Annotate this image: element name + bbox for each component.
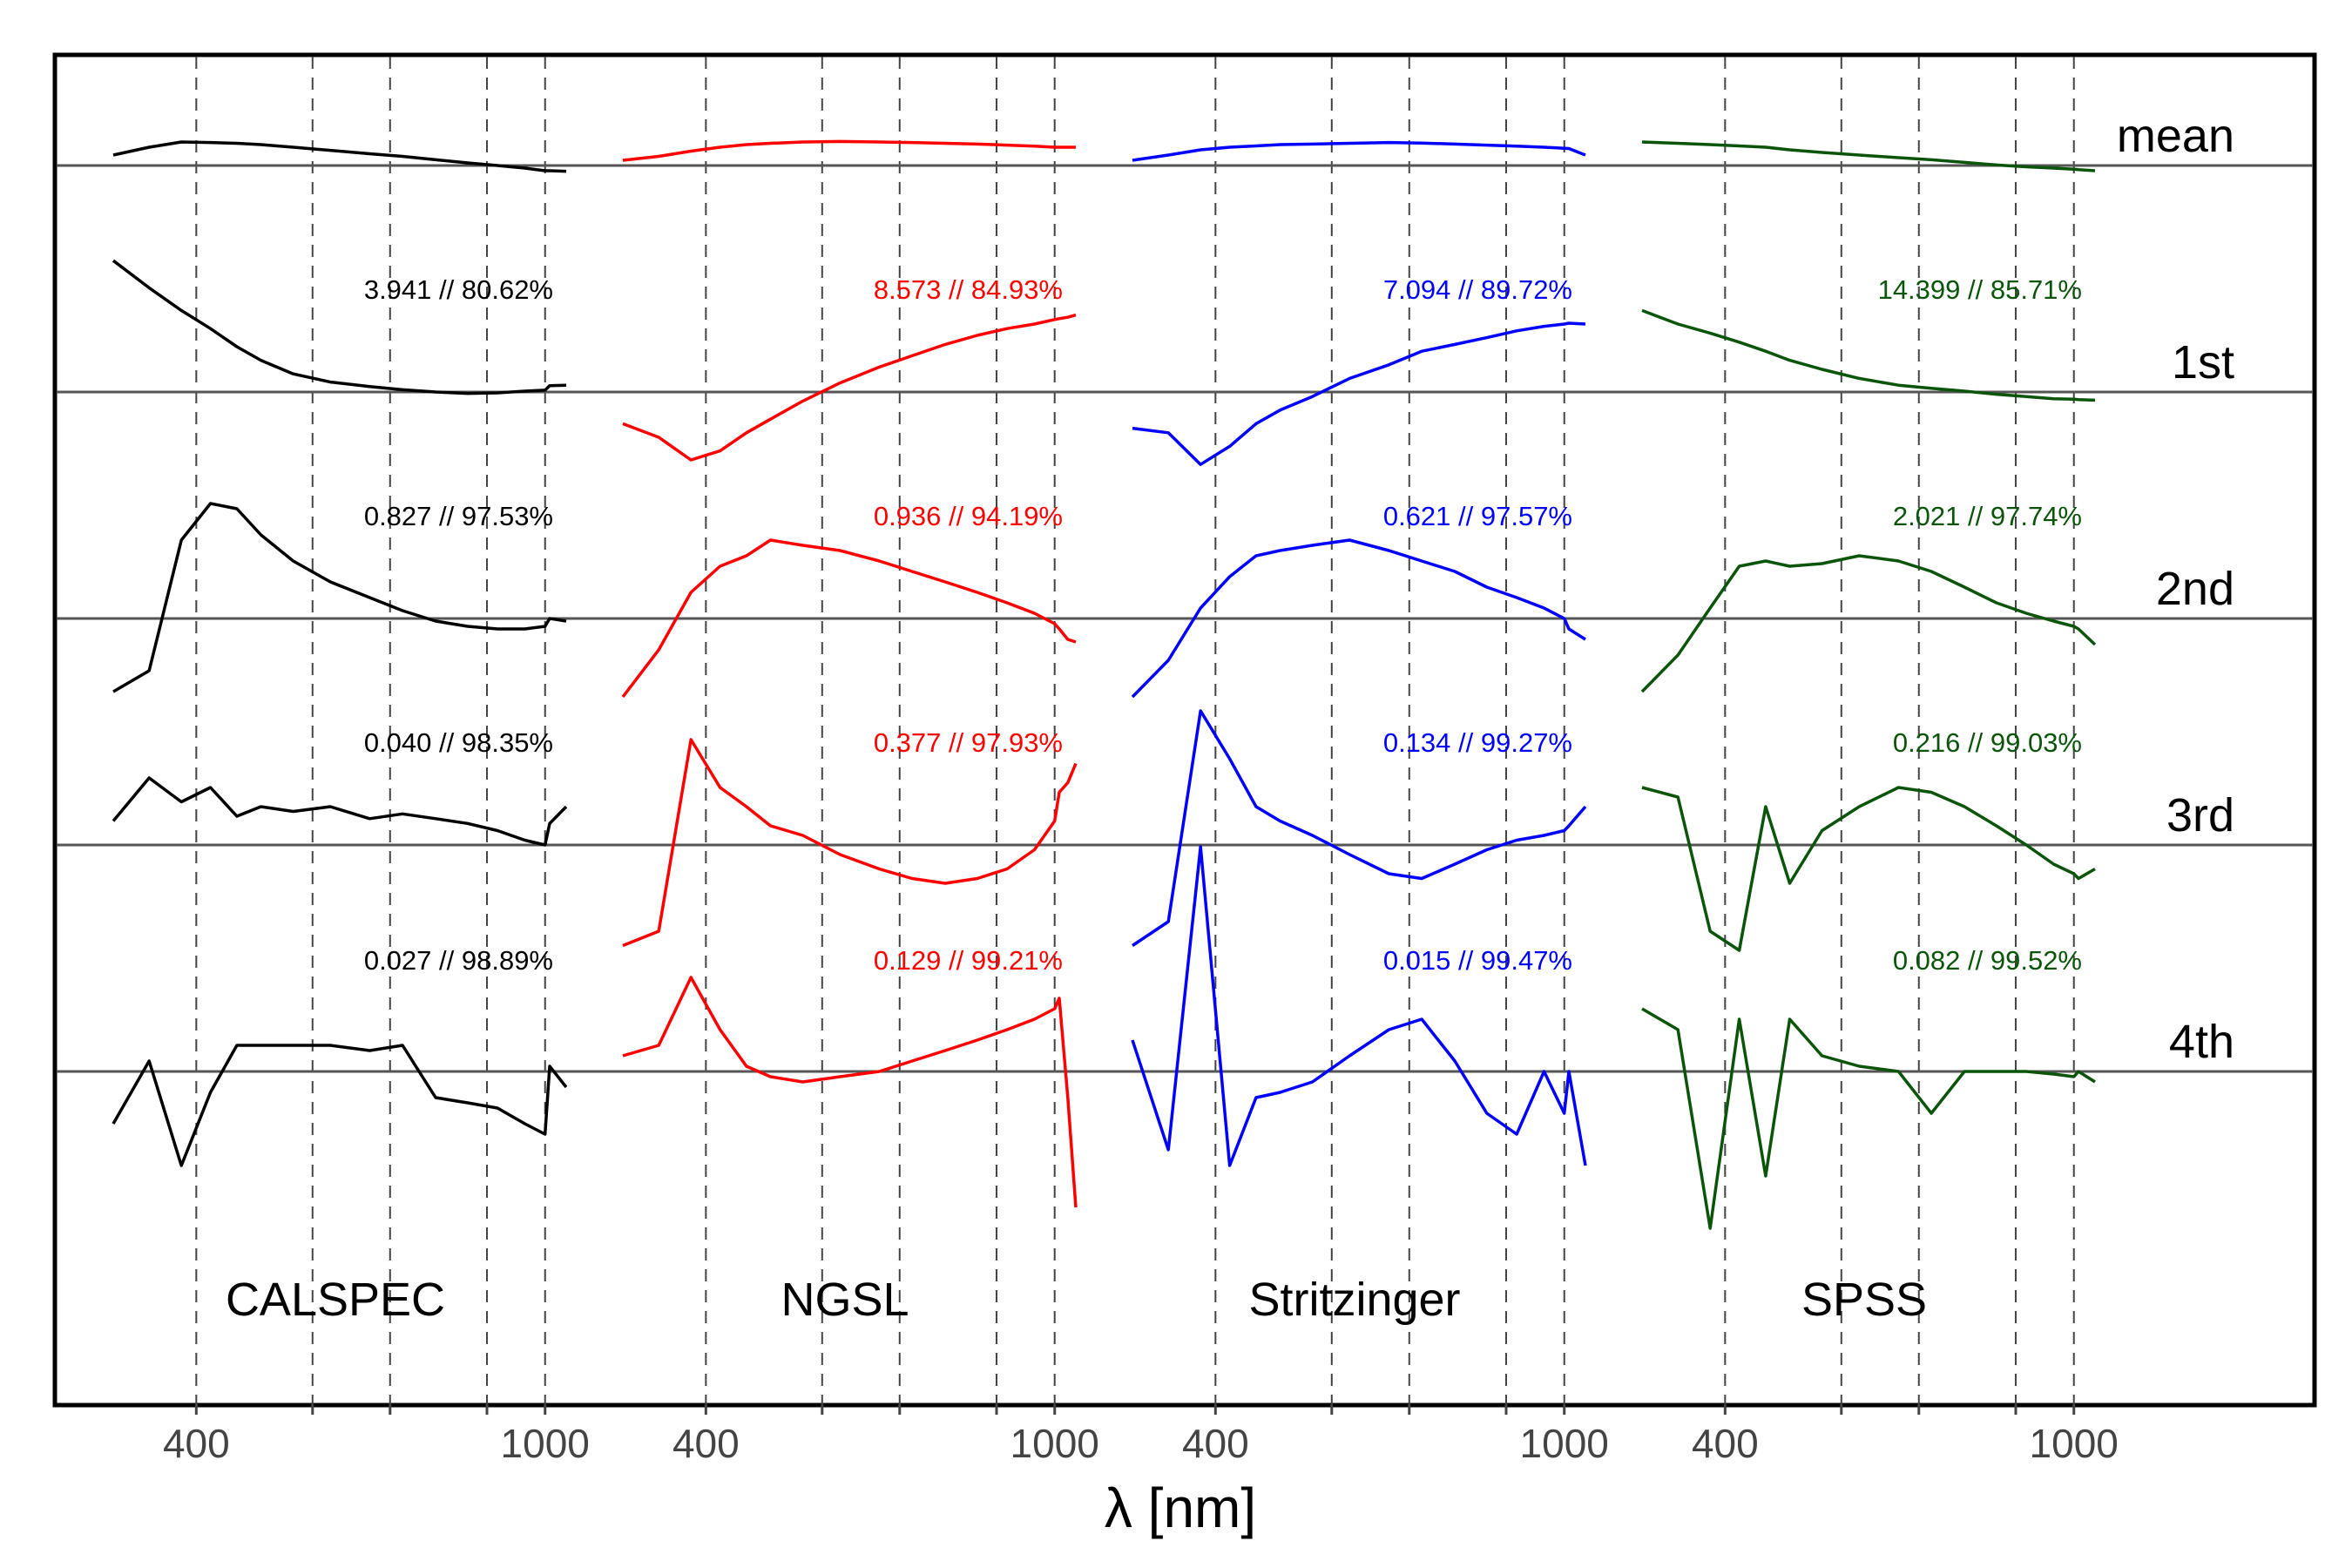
series-line — [1641, 308, 2096, 402]
panel-label: SPSS — [1801, 1274, 1927, 1326]
series-line — [112, 502, 567, 693]
data-label: 0.129 // 99.21% — [874, 945, 1063, 976]
x-tick-label: 1000 — [501, 1421, 590, 1466]
data-label: 0.040 // 98.35% — [364, 727, 553, 758]
series-line — [622, 976, 1078, 1208]
series-line — [1132, 709, 1587, 947]
data-label: 0.621 // 97.57% — [1383, 501, 1572, 531]
panel-label: CALSPEC — [226, 1274, 445, 1326]
row-baselines — [57, 164, 2313, 1073]
data-label: 3.941 // 80.62% — [364, 274, 553, 305]
data-label: 0.082 // 99.52% — [1893, 945, 2082, 976]
data-label: 0.377 // 97.93% — [874, 727, 1063, 758]
data-label: 0.015 // 99.47% — [1383, 945, 1572, 976]
series-line — [622, 313, 1077, 462]
data-label: 8.573 // 84.93% — [874, 274, 1063, 305]
data-label: 14.399 // 85.71% — [1878, 274, 2082, 305]
series-line — [1131, 538, 1586, 699]
data-label: 0.134 // 99.27% — [1383, 727, 1572, 758]
grid-lines — [195, 57, 2075, 1404]
series-line — [1132, 140, 1586, 162]
series-line — [622, 738, 1078, 948]
series-line — [1641, 786, 2096, 952]
series-line — [112, 140, 567, 173]
row-label: 4th — [2169, 1016, 2234, 1068]
panel-label: Stritzinger — [1248, 1274, 1460, 1326]
row-label: 1st — [2172, 336, 2234, 389]
x-tick-label: 400 — [1182, 1421, 1249, 1466]
series-line — [621, 538, 1077, 699]
series-layer — [112, 139, 2097, 1230]
x-tick-label: 400 — [1692, 1421, 1759, 1466]
x-axis: 400 1000 400 1000 400 1000 400 1000 — [163, 1404, 2119, 1466]
series-line — [112, 776, 568, 847]
data-label: 7.094 // 89.72% — [1383, 274, 1572, 305]
x-axis-title: λ [nm] — [1105, 1477, 1256, 1539]
annotation-layer: 3.941 // 80.62% 0.827 // 97.53% 0.040 // 9… — [364, 274, 2082, 976]
row-label: mean — [2117, 110, 2234, 162]
data-label: 0.216 // 99.03% — [1893, 727, 2082, 758]
series-line — [1641, 1007, 2096, 1230]
x-tick-label: 1000 — [1010, 1421, 1099, 1466]
x-tick-label: 1000 — [1520, 1421, 1609, 1466]
panel-name-layer: CALSPEC NGSL Stritzinger SPSS — [226, 1274, 1927, 1326]
data-label: 0.936 // 94.19% — [874, 501, 1063, 531]
x-tick-label: 1000 — [2030, 1421, 2119, 1466]
series-line — [112, 259, 567, 395]
row-labels: mean 1st 2nd 3rd 4th — [2117, 110, 2234, 1068]
row-label: 2nd — [2156, 563, 2234, 615]
series-line — [1641, 140, 2096, 172]
series-line — [1132, 321, 1586, 466]
x-tick-label: 400 — [672, 1421, 740, 1466]
x-tick-label: 400 — [163, 1421, 230, 1466]
data-label: 0.027 // 98.89% — [364, 945, 553, 976]
data-label: 0.827 // 97.53% — [364, 501, 553, 531]
series-line — [112, 1044, 568, 1167]
panel-label: NGSL — [781, 1274, 909, 1326]
row-label: 3rd — [2166, 789, 2234, 841]
series-line — [1131, 845, 1587, 1167]
series-line — [622, 139, 1076, 162]
data-label: 2.021 // 97.74% — [1893, 501, 2082, 531]
series-line — [1640, 554, 2097, 693]
plot-frame — [52, 52, 2317, 1408]
